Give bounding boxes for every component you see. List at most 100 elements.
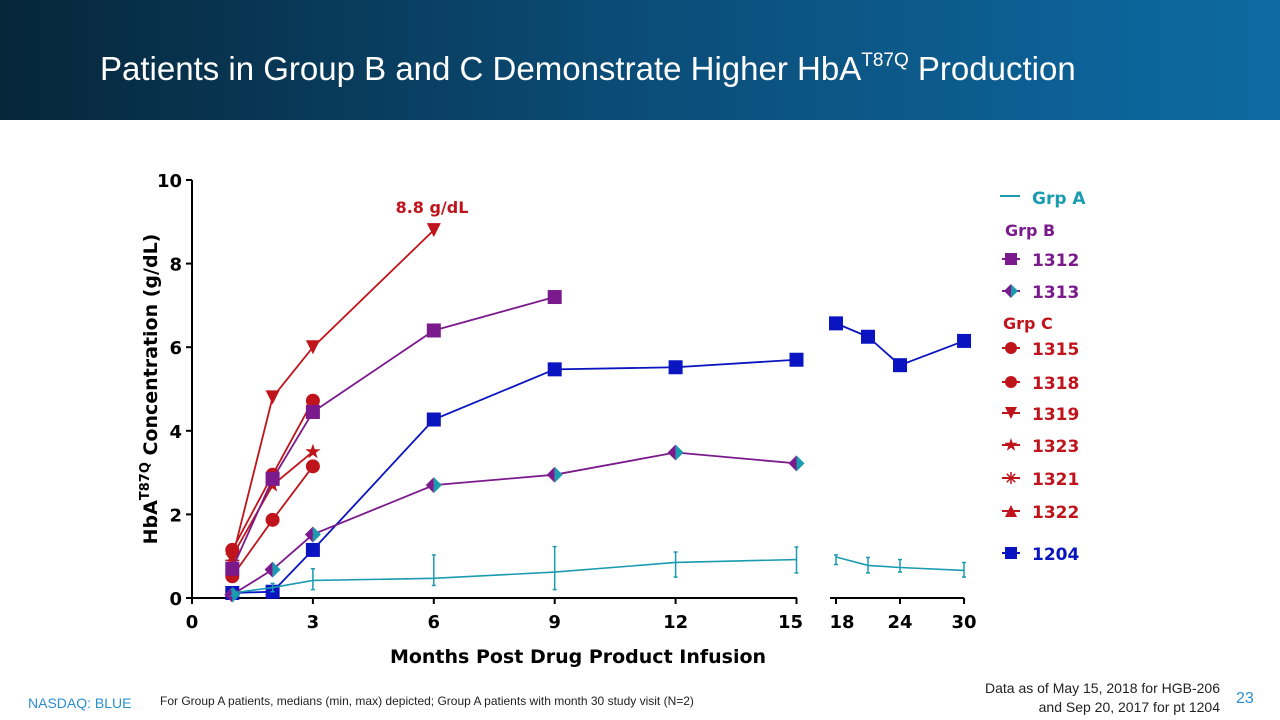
data-point-1313 bbox=[304, 526, 321, 543]
legend-marker-1319 bbox=[1005, 407, 1017, 419]
errorbar-Grp A bbox=[310, 567, 315, 591]
x-tick-label: 0 bbox=[186, 612, 199, 633]
x-tick-label: 6 bbox=[428, 612, 441, 633]
data-point-1313 bbox=[546, 466, 563, 483]
data-point-1313 bbox=[224, 586, 241, 603]
data-point-1315 bbox=[305, 393, 320, 408]
legend-marker-1322 bbox=[1005, 505, 1017, 517]
diamond-left bbox=[788, 455, 797, 472]
errorbar-Grp A bbox=[866, 556, 871, 574]
errorbar-Grp A bbox=[898, 558, 903, 573]
diamond-right bbox=[272, 561, 281, 578]
diamond-left bbox=[1004, 284, 1011, 298]
data-point-1313 bbox=[425, 477, 442, 494]
y-axis-label: HbAT87Q Concentration (g/dL) bbox=[138, 234, 162, 545]
legend-marker-1312 bbox=[1005, 253, 1017, 265]
data-point-1204 bbox=[668, 360, 683, 375]
data-point-1204 bbox=[957, 333, 972, 348]
x-tick-label: 15 bbox=[778, 612, 803, 633]
legend-label-1312: 1312 bbox=[1032, 251, 1079, 271]
data-point-1204 bbox=[547, 362, 562, 377]
slide-title: Patients in Group B and C Demonstrate Hi… bbox=[100, 50, 1076, 87]
series-line-1204 bbox=[232, 358, 797, 594]
legend-label-1322: 1322 bbox=[1032, 503, 1079, 523]
diamond-right bbox=[232, 586, 241, 603]
asterisk-stroke bbox=[1006, 473, 1016, 483]
data-date-2: and Sep 20, 2017 for pt 1204 bbox=[1038, 699, 1220, 715]
data-point-1319 bbox=[426, 223, 441, 238]
footnote: For Group A patients, medians (min, max)… bbox=[160, 694, 694, 708]
data-point-1313 bbox=[264, 561, 281, 578]
diamond-right bbox=[675, 444, 684, 461]
diamond-left bbox=[264, 561, 273, 578]
y-tick-label: 8 bbox=[169, 255, 182, 276]
y-tick-label: 4 bbox=[169, 422, 182, 443]
legend-marker-1318 bbox=[1005, 376, 1017, 388]
annotation-label: 8.8 g/dL bbox=[396, 198, 469, 217]
data-point-1319 bbox=[265, 390, 280, 405]
data-point-1204 bbox=[861, 329, 876, 344]
data-point-1312 bbox=[426, 323, 441, 338]
diamond-left bbox=[224, 586, 233, 603]
y-tick-label: 10 bbox=[157, 171, 182, 192]
y-tick-label: 2 bbox=[169, 505, 182, 526]
page-number: 23 bbox=[1236, 690, 1254, 707]
ticker: NASDAQ: BLUE bbox=[28, 695, 132, 711]
series-line-1319 bbox=[231, 229, 435, 559]
diamond-left bbox=[667, 444, 676, 461]
legend-marker-1313 bbox=[1004, 284, 1018, 298]
legend-label-1313: 1313 bbox=[1032, 283, 1079, 303]
legend-marker-1204 bbox=[1005, 547, 1017, 559]
data-point-1313 bbox=[667, 444, 684, 461]
data-point-1204 bbox=[829, 316, 843, 331]
x-axis-label: Months Post Drug Product Infusion bbox=[390, 646, 766, 668]
diamond-left bbox=[546, 466, 555, 483]
series-line-1313 bbox=[231, 451, 797, 596]
y-tick-label: 0 bbox=[169, 589, 182, 610]
legend-marker-1323 bbox=[1004, 438, 1018, 451]
x-tick-label: 3 bbox=[307, 612, 320, 633]
diamond-right bbox=[312, 526, 321, 543]
x-tick-label: 30 bbox=[952, 612, 977, 633]
diamond-right bbox=[796, 455, 805, 472]
series-line-1312 bbox=[231, 296, 555, 570]
series-line-Grp A bbox=[232, 558, 797, 594]
legend-marker-1315 bbox=[1005, 342, 1017, 354]
legend-label-1204: 1204 bbox=[1032, 545, 1079, 565]
legend-label-1315: 1315 bbox=[1032, 340, 1079, 360]
data-point-1323 bbox=[305, 443, 321, 459]
legend-grp-c: Grp C bbox=[1003, 314, 1053, 333]
errorbar-Grp A bbox=[270, 582, 275, 593]
x-tick-label: 18 bbox=[829, 612, 854, 633]
diamond-left bbox=[304, 526, 313, 543]
legend-label-1323: 1323 bbox=[1032, 437, 1079, 457]
errorbar-Grp A bbox=[962, 561, 967, 578]
data-point-1319 bbox=[305, 340, 320, 355]
legend-grp-b: Grp B bbox=[1005, 221, 1055, 240]
data-point-1312 bbox=[547, 290, 562, 305]
header-bar: Patients in Group B and C Demonstrate Hi… bbox=[0, 0, 1280, 120]
data-point-1204 bbox=[305, 542, 320, 557]
diamond-left bbox=[425, 477, 434, 494]
legend-label-1319: 1319 bbox=[1032, 405, 1079, 425]
data-point-1312 bbox=[305, 404, 320, 419]
x-tick-label: 24 bbox=[887, 612, 912, 633]
legend-grp-a: Grp A bbox=[1032, 189, 1086, 209]
data-point-1312 bbox=[225, 561, 240, 576]
data-point-1204 bbox=[789, 352, 804, 367]
errorbar-Grp A bbox=[431, 554, 436, 587]
diamond-right bbox=[1011, 284, 1018, 298]
series-line-1204 bbox=[835, 322, 965, 367]
data-point-1204 bbox=[893, 358, 908, 373]
errorbar-Grp A bbox=[230, 588, 235, 597]
x-tick-label: 9 bbox=[548, 612, 561, 633]
data-point-1318 bbox=[265, 512, 280, 527]
errorbar-Grp A bbox=[552, 545, 557, 591]
diamond-right bbox=[433, 477, 442, 494]
legend-label-1318: 1318 bbox=[1032, 374, 1079, 394]
data-point-1315 bbox=[225, 542, 240, 557]
legend-label-1321: 1321 bbox=[1032, 470, 1079, 490]
data-point-1312 bbox=[265, 471, 280, 486]
data-point-1318 bbox=[305, 459, 320, 474]
